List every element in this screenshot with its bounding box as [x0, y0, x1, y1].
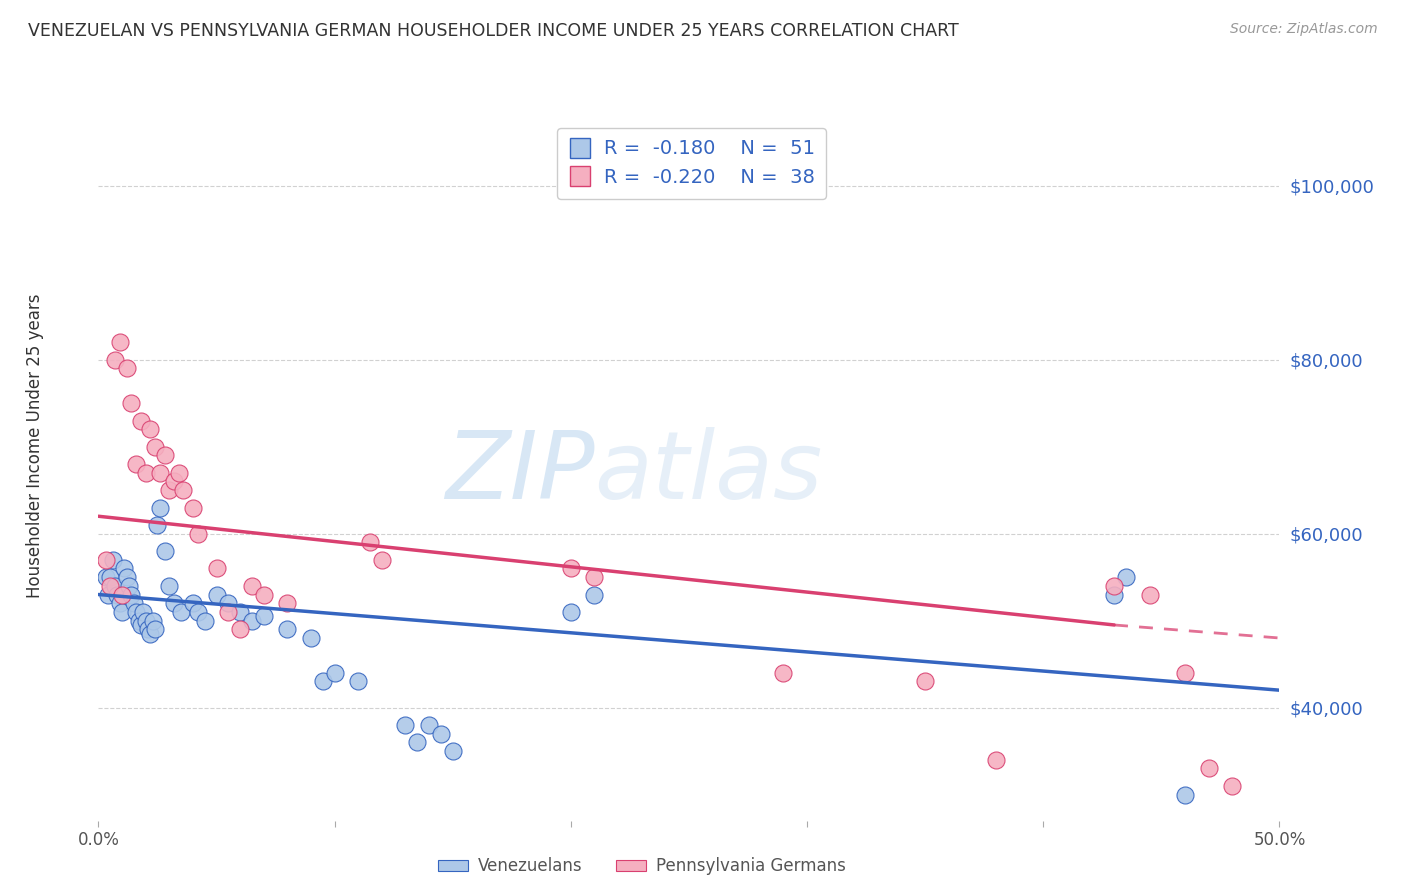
Point [118, 579, 141, 593]
Point [1174, 665, 1197, 680]
Point [253, 588, 276, 602]
Point [94, 552, 117, 567]
Point [111, 605, 134, 619]
Point [984, 753, 1007, 767]
Point [98, 570, 121, 584]
Point [1102, 588, 1125, 602]
Point [143, 623, 166, 637]
Point [172, 483, 194, 498]
Point [217, 605, 239, 619]
Point [418, 718, 440, 732]
Point [115, 361, 138, 376]
Text: Source: ZipAtlas.com: Source: ZipAtlas.com [1230, 22, 1378, 37]
Point [121, 588, 143, 602]
Point [136, 623, 159, 637]
Point [143, 440, 166, 454]
Point [163, 475, 186, 489]
Point [125, 457, 148, 471]
Point [104, 579, 127, 593]
Point [129, 414, 152, 428]
Point [347, 674, 370, 689]
Point [560, 561, 582, 575]
Point [583, 570, 606, 584]
Point [108, 335, 131, 350]
Point [1220, 779, 1243, 793]
Legend: Venezuelans, Pennsylvania Germans: Venezuelans, Pennsylvania Germans [432, 851, 852, 882]
Point [323, 665, 346, 680]
Point [371, 552, 394, 567]
Point [129, 618, 152, 632]
Text: Householder Income Under 25 years: Householder Income Under 25 years [27, 293, 44, 599]
Point [229, 605, 252, 619]
Point [1139, 588, 1161, 602]
Point [205, 561, 228, 575]
Point [94, 570, 117, 584]
Point [149, 466, 172, 480]
Point [121, 396, 143, 410]
Point [181, 500, 204, 515]
Point [146, 517, 169, 532]
Point [1115, 570, 1137, 584]
Point [187, 605, 209, 619]
Point [205, 588, 228, 602]
Point [115, 570, 138, 584]
Point [240, 579, 263, 593]
Point [430, 726, 453, 740]
Point [111, 588, 134, 602]
Point [135, 466, 157, 480]
Point [394, 718, 416, 732]
Point [125, 605, 148, 619]
Point [170, 605, 193, 619]
Point [253, 609, 276, 624]
Point [583, 588, 606, 602]
Point [149, 500, 172, 515]
Point [276, 596, 298, 610]
Point [312, 674, 335, 689]
Point [1198, 762, 1220, 776]
Point [108, 596, 131, 610]
Point [101, 552, 124, 567]
Point [299, 631, 322, 645]
Point [167, 466, 190, 480]
Point [98, 579, 121, 593]
Point [157, 579, 180, 593]
Point [1102, 579, 1125, 593]
Point [772, 665, 794, 680]
Text: atlas: atlas [595, 427, 823, 518]
Point [132, 605, 155, 619]
Point [194, 614, 217, 628]
Point [157, 483, 180, 498]
Point [139, 422, 162, 436]
Point [441, 744, 464, 758]
Point [406, 735, 429, 749]
Point [217, 596, 239, 610]
Point [181, 596, 204, 610]
Point [914, 674, 936, 689]
Text: VENEZUELAN VS PENNSYLVANIA GERMAN HOUSEHOLDER INCOME UNDER 25 YEARS CORRELATION : VENEZUELAN VS PENNSYLVANIA GERMAN HOUSEH… [28, 22, 959, 40]
Point [163, 596, 186, 610]
Point [139, 626, 162, 640]
Point [97, 588, 120, 602]
Point [240, 614, 263, 628]
Point [135, 614, 157, 628]
Text: ZIP: ZIP [444, 427, 595, 518]
Point [105, 588, 128, 602]
Point [142, 614, 165, 628]
Point [153, 544, 176, 558]
Point [560, 605, 582, 619]
Point [359, 535, 381, 549]
Point [229, 623, 252, 637]
Point [122, 596, 145, 610]
Point [128, 614, 150, 628]
Point [276, 623, 298, 637]
Point [187, 526, 209, 541]
Point [104, 352, 127, 367]
Point [1174, 788, 1197, 802]
Point [153, 449, 176, 463]
Point [112, 561, 135, 575]
